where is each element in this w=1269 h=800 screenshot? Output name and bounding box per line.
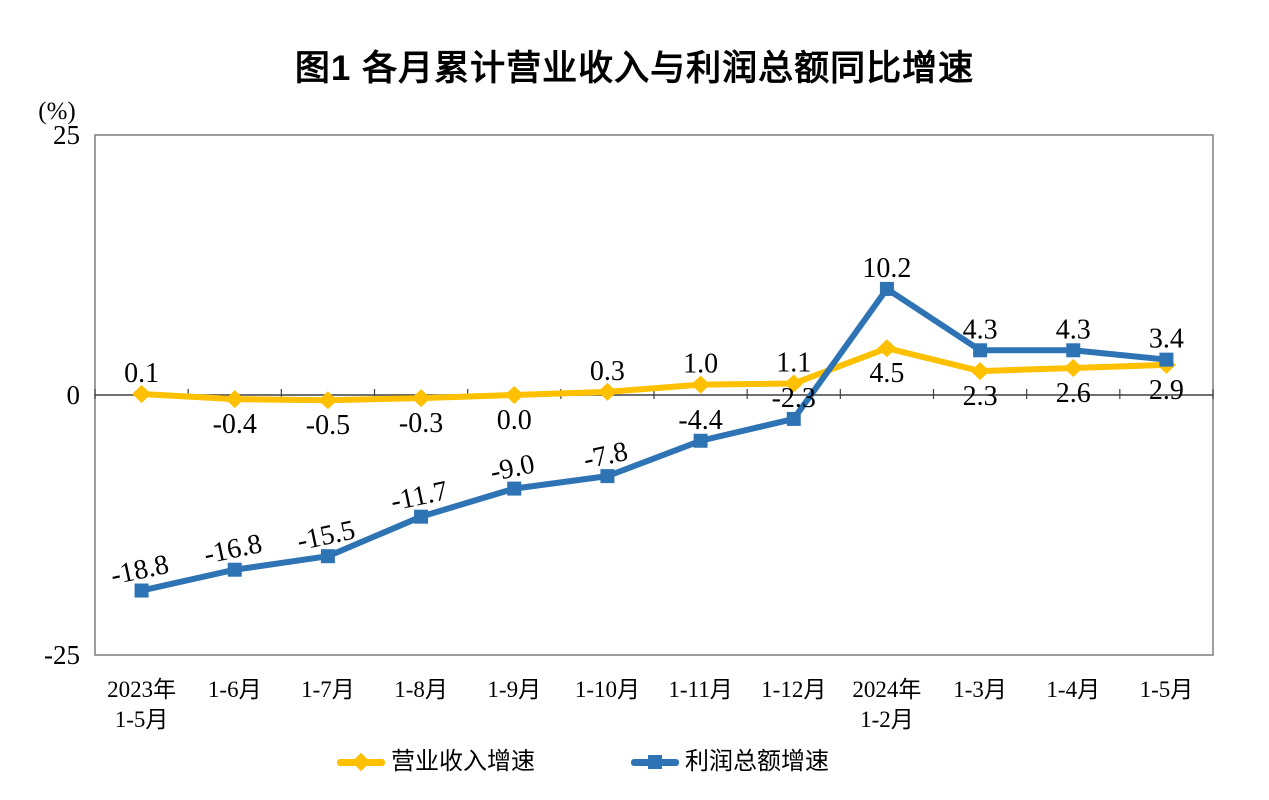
- legend-label-revenue: 营业收入增速: [391, 749, 535, 775]
- profit-data-label: 10.2: [862, 253, 911, 284]
- revenue-data-label: 1.0: [683, 349, 718, 380]
- profit-marker: [879, 281, 894, 296]
- revenue-marker: [597, 382, 617, 401]
- revenue-data-label: 4.5: [869, 358, 904, 389]
- profit-data-label: -9.0: [488, 449, 538, 489]
- profit-data-label: -2.3: [772, 383, 816, 414]
- chart-legend: 营业收入增速 利润总额增速: [337, 750, 829, 774]
- x-axis-category-label: 1-12月: [761, 677, 826, 702]
- revenue-data-label: 1.1: [776, 348, 811, 379]
- profit-data-label: 3.4: [1149, 324, 1184, 355]
- revenue-marker: [411, 389, 431, 408]
- revenue-data-label: 2.3: [963, 381, 998, 412]
- x-axis-category-label: 1-2月: [860, 707, 914, 732]
- x-axis-category-label: 1-11月: [668, 677, 732, 702]
- revenue-line-sample: [337, 752, 385, 772]
- revenue-marker: [877, 339, 897, 358]
- profit-marker: [1159, 352, 1174, 367]
- x-axis-category-label: 1-5月: [1140, 677, 1194, 702]
- y-axis-unit-label: (%): [38, 98, 75, 125]
- revenue-data-label: 2.9: [1149, 375, 1184, 406]
- y-axis-tick-label: 25: [53, 120, 80, 150]
- diamond-marker-icon: [351, 752, 371, 772]
- x-axis-category-label: 1-5月: [115, 707, 169, 732]
- revenue-data-label: 0.1: [124, 358, 159, 389]
- profit-data-label: -4.4: [678, 405, 722, 436]
- revenue-marker: [504, 386, 524, 404]
- revenue-marker: [132, 384, 152, 403]
- profit-marker: [693, 433, 708, 448]
- profit-data-label: 4.3: [963, 314, 998, 345]
- revenue-marker: [318, 391, 338, 410]
- profit-marker: [414, 509, 429, 524]
- revenue-data-label: 2.6: [1056, 378, 1091, 409]
- legend-label-profit: 利润总额增速: [685, 749, 829, 775]
- x-axis-category-label: 1-9月: [487, 677, 541, 702]
- profit-marker: [507, 481, 522, 496]
- x-axis-category-label: 2024年: [852, 677, 921, 702]
- profit-marker: [320, 549, 335, 564]
- y-axis-tick-label: -25: [44, 640, 80, 670]
- revenue-marker: [691, 375, 711, 394]
- revenue-data-label: -0.5: [306, 410, 350, 441]
- revenue-marker: [970, 362, 990, 381]
- revenue-marker: [784, 374, 804, 393]
- revenue-marker: [225, 390, 245, 409]
- legend-item-profit: 利润总额增速: [631, 750, 829, 774]
- profit-marker: [786, 411, 801, 426]
- revenue-data-label: -0.3: [399, 408, 443, 439]
- square-marker-icon: [648, 755, 662, 769]
- x-axis-category-label: 1-3月: [953, 677, 1007, 702]
- profit-data-label: 4.3: [1056, 314, 1091, 345]
- legend-item-revenue: 营业收入增速: [337, 750, 535, 774]
- x-axis-category-label: 1-4月: [1046, 677, 1100, 702]
- x-axis-category-label: 1-6月: [208, 677, 262, 702]
- revenue-series-line: [138, 345, 1170, 404]
- profit-marker: [134, 583, 149, 598]
- x-axis-category-label: 2023年: [107, 677, 176, 702]
- revenue-marker: [1063, 358, 1083, 377]
- profit-marker: [600, 469, 615, 484]
- profit-line-sample: [631, 755, 679, 769]
- x-axis-category-label: 1-7月: [301, 677, 355, 702]
- revenue-data-label: -0.4: [213, 409, 257, 440]
- profit-marker: [973, 343, 988, 358]
- y-axis-tick-label: 0: [67, 380, 81, 410]
- revenue-data-label: 0.0: [497, 405, 532, 436]
- profit-marker: [227, 562, 242, 577]
- revenue-data-label: 0.3: [590, 356, 625, 387]
- profit-series-line: [138, 285, 1170, 594]
- chart-title: 图1 各月累计营业收入与利润总额同比增速: [294, 49, 975, 88]
- profit-marker: [1066, 343, 1081, 358]
- x-axis-category-label: 1-8月: [394, 677, 448, 702]
- x-axis-category-label: 1-10月: [575, 677, 640, 702]
